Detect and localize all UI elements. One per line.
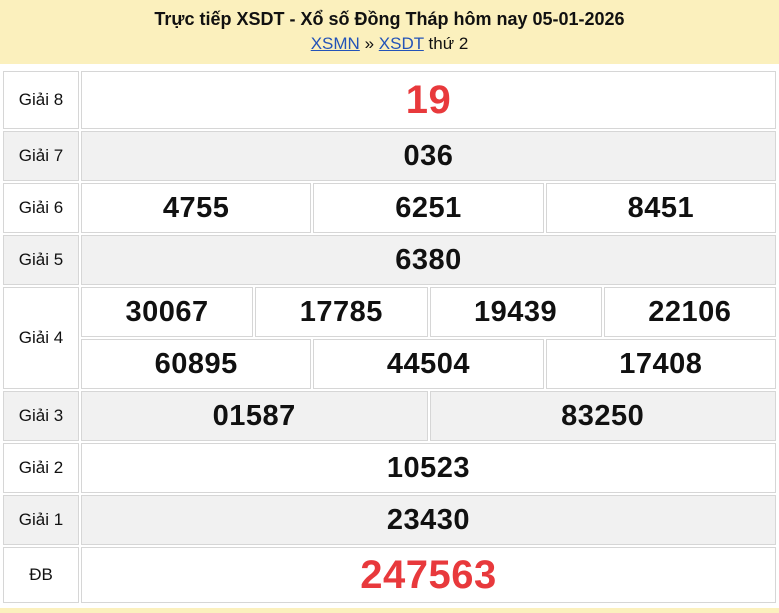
page-title: Trực tiếp XSDT - Xổ số Đồng Tháp hôm nay…	[154, 9, 625, 29]
prize-number: 01587	[81, 391, 428, 441]
prize-number: 036	[81, 131, 776, 181]
prize-row-giai-8: Giải 8 19	[3, 71, 776, 129]
prize-row-giai-7: Giải 7 036	[3, 131, 776, 181]
prize-number: 4755	[81, 183, 312, 233]
results-table: Giải 8 19 Giải 7 036 Giải 6 4755 6251 84…	[3, 71, 776, 603]
prize-label: Giải 4	[3, 287, 79, 389]
prize-row-giai-1: Giải 1 23430	[3, 495, 776, 545]
breadcrumb-link-xsmn[interactable]: XSMN	[310, 34, 360, 53]
prize-number: 22106	[603, 287, 776, 337]
prize-number: 23430	[81, 495, 776, 545]
page-header: Trực tiếp XSDT - Xổ số Đồng Tháp hôm nay…	[0, 0, 779, 64]
prize-label: Giải 5	[3, 235, 79, 285]
prize-row-giai-6: Giải 6 4755 6251 8451	[3, 183, 776, 233]
prize-number: 17408	[545, 339, 776, 389]
prize-number: 10523	[81, 443, 776, 493]
prize-number: 60895	[81, 339, 312, 389]
breadcrumb-link-xsdt[interactable]: XSDT	[378, 34, 424, 53]
prize-label: Giải 6	[3, 183, 79, 233]
breadcrumb-separator: »	[364, 34, 375, 53]
prize-number: 6251	[313, 183, 544, 233]
prize-number: 44504	[313, 339, 544, 389]
prize-label: Giải 7	[3, 131, 79, 181]
prize-number: 17785	[255, 287, 428, 337]
prize-row-db: ĐB 247563	[3, 547, 776, 603]
prize-number: 8451	[545, 183, 776, 233]
prize-label: ĐB	[3, 547, 79, 603]
prize-label: Giải 8	[3, 71, 79, 129]
prize-number: 247563	[81, 547, 776, 603]
prize-number: 19	[81, 71, 776, 129]
prize-number: 6380	[81, 235, 776, 285]
prize-number: 83250	[429, 391, 776, 441]
breadcrumb-suffix: thứ 2	[428, 34, 469, 53]
breadcrumb: XSMN » XSDT thứ 2	[0, 32, 779, 56]
prize-label: Giải 3	[3, 391, 79, 441]
prize-number: 30067	[81, 287, 254, 337]
prize-row-giai-3: Giải 3 01587 83250	[3, 391, 776, 441]
prize-label: Giải 1	[3, 495, 79, 545]
prize-row-giai-5: Giải 5 6380	[3, 235, 776, 285]
prize-number: 19439	[429, 287, 602, 337]
prize-row-giai-2: Giải 2 10523	[3, 443, 776, 493]
prize-label: Giải 2	[3, 443, 79, 493]
prize-row-giai-4: Giải 4 30067 17785 19439 22106 60895 445…	[3, 287, 776, 389]
footer-strip	[0, 608, 779, 613]
